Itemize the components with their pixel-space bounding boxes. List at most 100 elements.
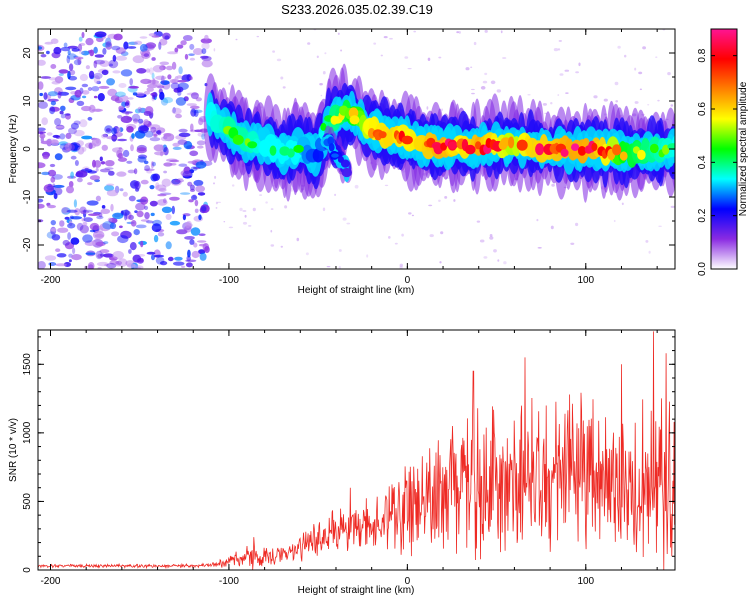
noise-speck	[366, 254, 369, 258]
ridge-cell	[401, 135, 413, 145]
noise-blob	[106, 183, 115, 186]
snr-series-line	[38, 331, 675, 570]
noise-blob	[201, 55, 212, 62]
noise-blob	[151, 161, 156, 167]
noise-blob	[76, 140, 85, 147]
noise-speck	[276, 58, 282, 62]
noise-blob	[40, 140, 52, 145]
noise-speck	[670, 104, 674, 107]
noise-speck	[322, 207, 326, 212]
noise-blob	[132, 55, 145, 64]
noise-blob	[145, 68, 151, 73]
noise-blob	[38, 46, 43, 50]
noise-blob	[191, 194, 198, 201]
noise-blob	[98, 85, 110, 89]
noise-blob	[99, 156, 103, 162]
noise-blob	[68, 69, 76, 76]
noise-blob	[85, 37, 94, 46]
noise-speck	[427, 57, 431, 61]
noise-blob	[171, 205, 175, 215]
noise-blob	[57, 91, 62, 99]
noise-blob	[47, 98, 59, 102]
noise-blob	[74, 89, 82, 98]
noise-blob	[120, 230, 132, 239]
noise-blob	[167, 256, 174, 262]
noise-blob	[101, 134, 107, 139]
noise-speck	[438, 56, 442, 59]
noise-blob	[153, 254, 165, 258]
noise-blob	[65, 132, 72, 139]
noise-blob	[199, 252, 207, 261]
noise-blob	[71, 48, 80, 52]
noise-blob	[92, 159, 96, 168]
noise-speck	[551, 183, 555, 187]
noise-blob	[41, 117, 48, 126]
noise-blob	[38, 203, 45, 209]
noise-blob	[80, 210, 90, 214]
noise-speck	[401, 233, 404, 237]
snr-y-ticks: 0 500 1000 1500	[22, 336, 675, 573]
noise-speck	[272, 50, 275, 53]
noise-blob	[62, 239, 70, 246]
noise-blob	[79, 119, 88, 128]
noise-speck	[642, 46, 646, 50]
noise-blob	[88, 213, 100, 216]
noise-blob	[118, 147, 123, 150]
noise-blob	[147, 83, 158, 89]
y-tick-label: 1500	[22, 353, 33, 376]
noise-blob	[60, 46, 71, 52]
noise-blob	[83, 217, 93, 223]
noise-blob	[60, 105, 66, 112]
noise-blob	[198, 118, 204, 126]
noise-blob	[50, 228, 57, 232]
noise-speck	[384, 184, 389, 187]
noise-blob	[50, 220, 56, 226]
noise-blob	[180, 169, 192, 177]
noise-blob	[135, 202, 146, 211]
noise-speck	[471, 88, 475, 91]
noise-speck	[248, 225, 252, 227]
noise-blob	[96, 261, 109, 267]
ridge-cell	[367, 128, 376, 139]
noise-blob	[52, 134, 60, 138]
noise-speck	[265, 201, 268, 204]
noise-speck	[320, 94, 323, 97]
noise-blob	[75, 170, 88, 178]
noise-blob	[99, 249, 110, 254]
noise-blob	[134, 180, 141, 190]
noise-blob	[122, 191, 128, 197]
colorbar-tick-label: 0.4	[697, 155, 708, 169]
noise-blob	[182, 35, 193, 41]
noise-speck	[231, 184, 235, 187]
ridge-cell	[331, 153, 339, 158]
noise-blob	[100, 208, 111, 214]
noise-blob	[189, 150, 199, 157]
noise-blob	[149, 185, 155, 190]
noise-blob	[182, 214, 186, 221]
noise-speck	[215, 207, 218, 209]
noise-speck	[502, 57, 507, 59]
noise-blob	[165, 65, 174, 71]
noise-speck	[438, 199, 441, 202]
noise-blob	[43, 184, 54, 193]
noise-speck	[235, 38, 238, 41]
noise-blob	[91, 86, 100, 92]
noise-blob	[64, 216, 70, 220]
noise-blob	[53, 184, 65, 188]
noise-speck	[503, 261, 507, 265]
noise-blob	[146, 251, 156, 255]
noise-speck	[342, 217, 347, 221]
noise-blob	[196, 140, 206, 146]
ridge-cell	[475, 141, 482, 150]
x-tick-label: 100	[577, 576, 594, 587]
noise-blob	[140, 196, 149, 205]
noise-blob	[189, 239, 195, 245]
noise-blob	[164, 35, 170, 40]
y-tick-label: -10	[22, 189, 33, 204]
noise-blob	[109, 63, 113, 67]
noise-blob	[159, 91, 165, 101]
noise-blob	[93, 230, 105, 240]
ridge-cell	[447, 141, 458, 150]
noise-speck	[404, 56, 409, 59]
colorbar-frame	[710, 28, 738, 270]
